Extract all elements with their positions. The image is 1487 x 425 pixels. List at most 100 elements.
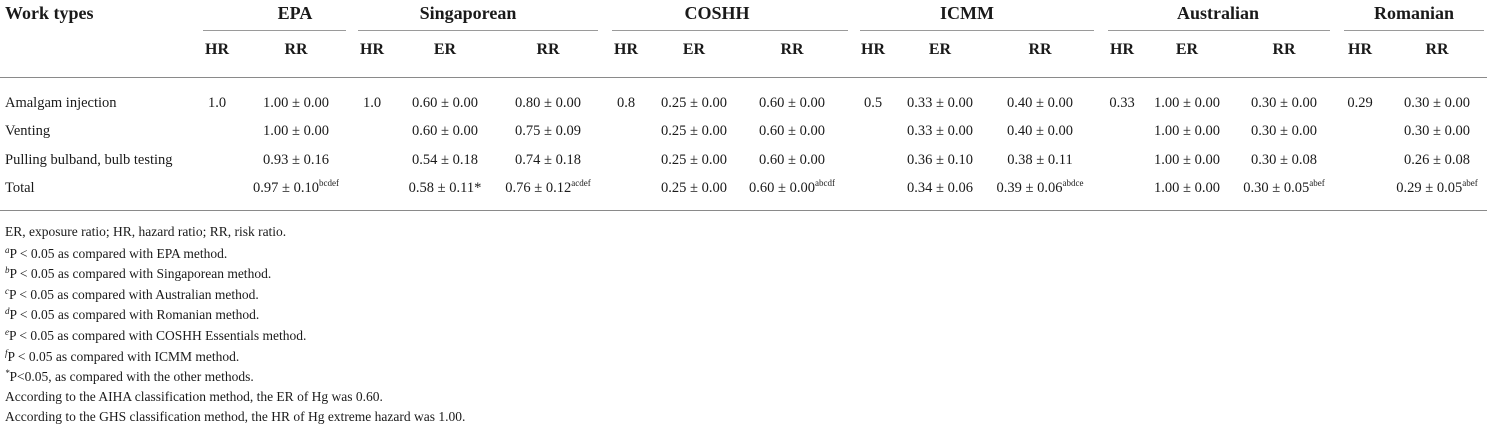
table-cell: 1.00 ± 0.00 xyxy=(1154,180,1220,197)
group-rule xyxy=(1344,30,1484,31)
table-cell: 0.33 ± 0.00 xyxy=(907,123,973,140)
footnote: According to the AIHA classification met… xyxy=(5,389,383,405)
cell-superscript: abef xyxy=(1309,178,1325,188)
column-header-hr: HR xyxy=(861,41,885,58)
group-rule xyxy=(612,30,848,31)
table-cell: 0.30 ± 0.00 xyxy=(1404,95,1470,112)
column-header-rr: RR xyxy=(1028,41,1052,58)
group-header-epa: EPA xyxy=(277,3,313,23)
footnote-text: According to the GHS classification meth… xyxy=(5,409,466,425)
column-header-hr: HR xyxy=(614,41,638,58)
group-header-australian: Australian xyxy=(1176,3,1260,23)
cell-value: 0.58 ± 0.11* xyxy=(408,180,482,196)
cell-value: 0.60 ± 0.00 xyxy=(412,123,478,139)
table-cell: 0.60 ± 0.00 xyxy=(412,95,478,112)
cell-superscript: abcdf xyxy=(814,178,835,188)
table-cell: 0.33 ± 0.00 xyxy=(907,95,973,112)
footnote-text: P < 0.05 as compared with Australian met… xyxy=(9,286,259,302)
table-cell: 0.93 ± 0.16 xyxy=(263,152,329,169)
cell-superscript: abef xyxy=(1462,178,1478,188)
cell-value: 0.54 ± 0.18 xyxy=(412,152,478,168)
footnote: dP < 0.05 as compared with Romanian meth… xyxy=(5,306,259,323)
column-header-rr: RR xyxy=(780,41,804,58)
table-cell: 0.30 ± 0.08 xyxy=(1251,152,1317,169)
table-cell: 1.00 ± 0.00 xyxy=(1154,95,1220,112)
footnote: *P<0.05, as compared with the other meth… xyxy=(5,368,254,385)
cell-value: 0.34 ± 0.06 xyxy=(907,180,973,196)
cell-value: 0.8 xyxy=(616,95,636,111)
footnote-marker: f xyxy=(5,347,8,358)
row-label: Venting xyxy=(5,123,51,139)
row-label: Amalgam injection xyxy=(5,95,117,111)
column-header-rr: RR xyxy=(536,41,560,58)
cell-value: 1.0 xyxy=(207,95,227,111)
group-header-singaporean: Singaporean xyxy=(419,3,517,23)
table-cell: 0.80 ± 0.00 xyxy=(515,95,581,112)
table-cell: 0.25 ± 0.00 xyxy=(661,123,727,140)
footnote-marker: d xyxy=(5,306,10,317)
footnote: aP < 0.05 as compared with EPA method. xyxy=(5,245,227,262)
column-header-er: ER xyxy=(1175,41,1199,58)
table-cell: 0.58 ± 0.11* xyxy=(409,180,482,197)
cell-value: 0.25 ± 0.00 xyxy=(661,95,727,111)
table-cell: 0.54 ± 0.18 xyxy=(412,152,478,169)
table-cell: 0.75 ± 0.09 xyxy=(515,123,581,140)
footnote-text: P < 0.05 as compared with EPA method. xyxy=(9,245,228,261)
column-header-er: ER xyxy=(928,41,952,58)
group-rule xyxy=(203,30,346,31)
cell-value: 0.40 ± 0.00 xyxy=(1007,95,1073,111)
footnote-marker: * xyxy=(5,368,10,379)
table-cell: 1.00 ± 0.00 xyxy=(1154,123,1220,140)
table-cell: 0.34 ± 0.06 xyxy=(907,180,973,197)
table-cell: 0.25 ± 0.00 xyxy=(661,180,727,197)
group-header-icmm: ICMM xyxy=(940,3,994,23)
cell-value: 0.30 ± 0.05 xyxy=(1243,180,1310,196)
footnote-text: P < 0.05 as compared with Singaporean me… xyxy=(9,266,272,282)
table-cell: 1.0 xyxy=(363,95,381,112)
table-cell: 0.29 xyxy=(1347,95,1372,112)
cell-superscript: abdce xyxy=(1062,178,1084,188)
cell-value: 0.25 ± 0.00 xyxy=(661,123,727,139)
table-cell: 0.30 ± 0.00 xyxy=(1251,95,1317,112)
row-label: Total xyxy=(5,180,35,196)
table-cell: 1.0 xyxy=(208,95,226,112)
row-label: Pulling bulband, bulb testing xyxy=(5,152,173,168)
table-cell: 0.76 ± 0.12acdef xyxy=(505,178,591,197)
table-cell: 1.00 ± 0.00 xyxy=(1154,152,1220,169)
table-cell: 0.25 ± 0.00 xyxy=(661,152,727,169)
group-rule xyxy=(1108,30,1330,31)
footnote: According to the GHS classification meth… xyxy=(5,409,465,425)
table-bottom-rule xyxy=(0,210,1487,211)
column-header-er: ER xyxy=(433,41,457,58)
footnote-text: P<0.05, as compared with the other metho… xyxy=(9,369,254,385)
column-header-hr: HR xyxy=(205,41,229,58)
stub-header: Work types xyxy=(5,3,94,23)
column-header-hr: HR xyxy=(360,41,384,58)
cell-value: 1.00 ± 0.00 xyxy=(1154,180,1220,196)
cell-value: 0.33 xyxy=(1109,95,1135,111)
cell-value: 0.26 ± 0.08 xyxy=(1404,152,1470,168)
cell-value: 1.00 ± 0.00 xyxy=(1154,123,1220,139)
cell-superscript: acdef xyxy=(571,178,591,188)
cell-value: 0.39 ± 0.06 xyxy=(996,180,1063,196)
footnote: eP < 0.05 as compared with COSHH Essenti… xyxy=(5,327,306,344)
table-cell: 0.26 ± 0.08 xyxy=(1404,152,1470,169)
cell-value: 0.25 ± 0.00 xyxy=(661,180,727,196)
cell-value: 0.97 ± 0.10 xyxy=(253,180,319,196)
footnote: cP < 0.05 as compared with Australian me… xyxy=(5,286,259,303)
table-cell: 0.74 ± 0.18 xyxy=(515,152,581,169)
table-cell: 0.97 ± 0.10bcdef xyxy=(253,179,339,197)
column-header-rr: RR xyxy=(1425,41,1449,58)
cell-value: 0.29 ± 0.05 xyxy=(1396,180,1463,196)
footnote-marker: c xyxy=(5,285,9,296)
cell-value: 0.29 xyxy=(1347,95,1373,111)
table-cell: 0.60 ± 0.00 xyxy=(412,123,478,140)
column-header-hr: HR xyxy=(1110,41,1134,58)
cell-value: 0.93 ± 0.16 xyxy=(263,152,329,168)
cell-value: 1.00 ± 0.00 xyxy=(1154,95,1220,111)
header-rule xyxy=(0,77,1487,78)
cell-value: 0.30 ± 0.08 xyxy=(1251,152,1317,168)
column-header-hr: HR xyxy=(1348,41,1372,58)
table-cell: 0.60 ± 0.00abcdf xyxy=(749,178,835,197)
